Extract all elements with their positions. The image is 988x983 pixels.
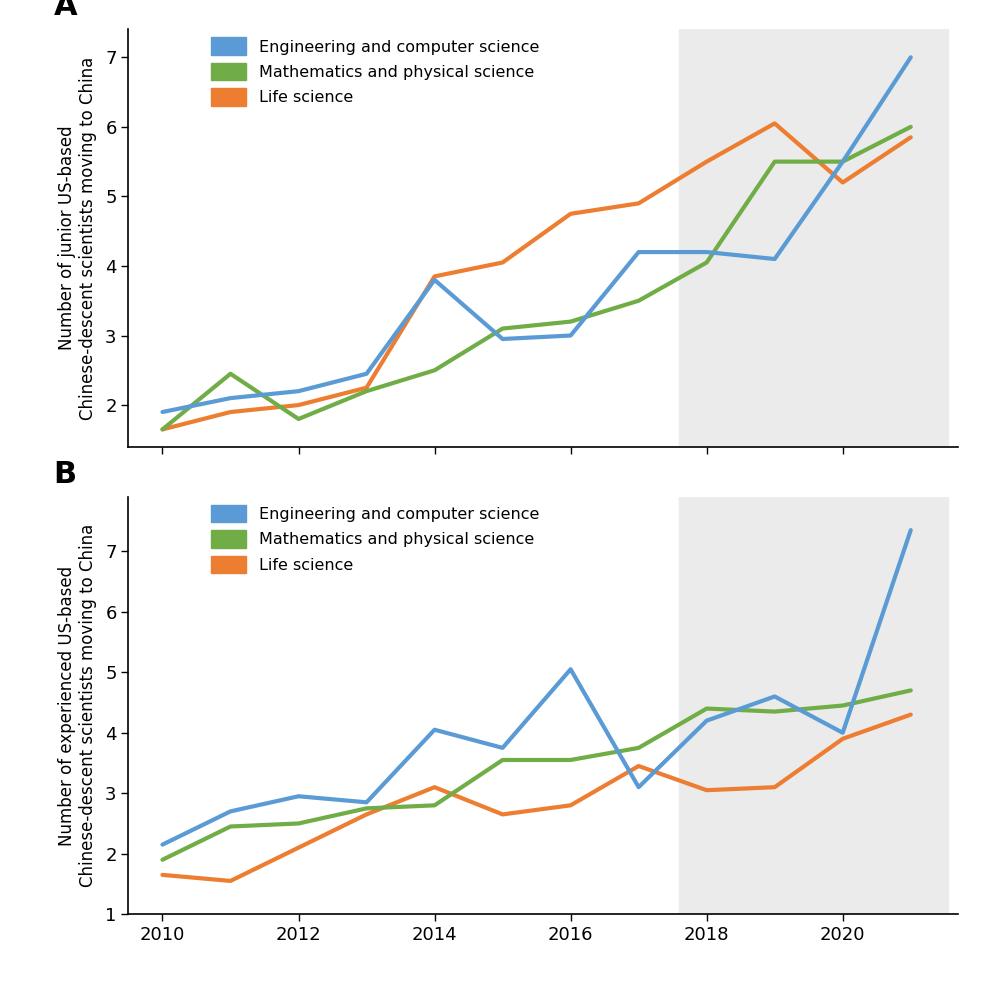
Text: A: A	[53, 0, 77, 22]
Legend: Engineering and computer science, Mathematics and physical science, Life science: Engineering and computer science, Mathem…	[211, 505, 539, 573]
Legend: Engineering and computer science, Mathematics and physical science, Life science: Engineering and computer science, Mathem…	[211, 37, 539, 106]
Bar	[680, 496, 948, 914]
Bar	[680, 29, 948, 447]
Y-axis label: Number of experienced US-based
Chinese-descent scientists moving to China: Number of experienced US-based Chinese-d…	[58, 524, 97, 888]
Y-axis label: Number of junior US-based
Chinese-descent scientists moving to China: Number of junior US-based Chinese-descen…	[58, 56, 97, 420]
Text: B: B	[53, 459, 77, 489]
